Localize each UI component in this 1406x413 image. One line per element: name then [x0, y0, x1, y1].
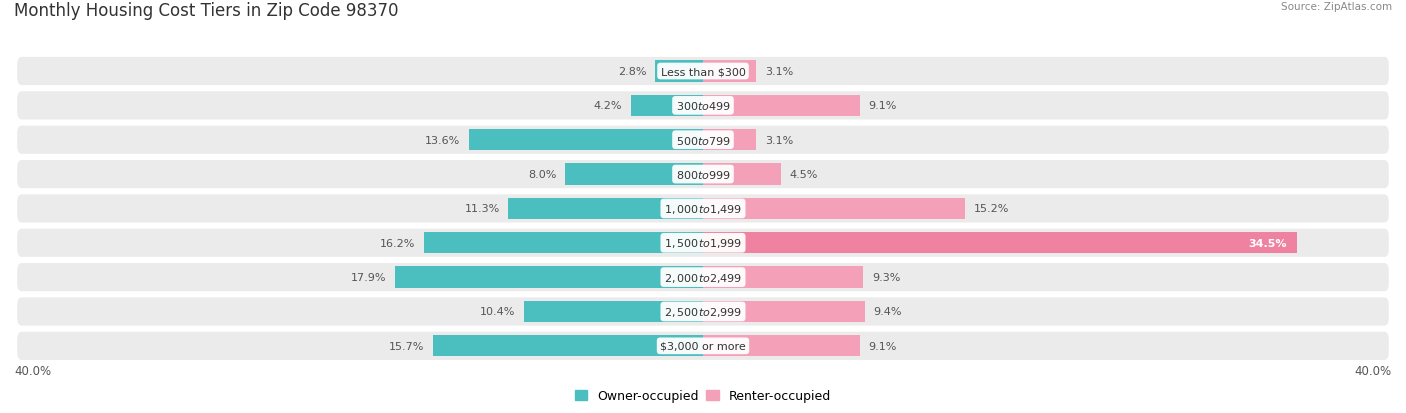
Text: 4.2%: 4.2% — [593, 101, 621, 111]
Text: $2,000 to $2,499: $2,000 to $2,499 — [664, 271, 742, 284]
Bar — [468, 130, 703, 151]
Text: 40.0%: 40.0% — [1355, 364, 1392, 377]
Text: 13.6%: 13.6% — [425, 135, 460, 145]
Text: 3.1%: 3.1% — [765, 67, 793, 77]
Text: $2,500 to $2,999: $2,500 to $2,999 — [664, 305, 742, 318]
Text: 9.4%: 9.4% — [873, 307, 903, 317]
Text: 11.3%: 11.3% — [464, 204, 499, 214]
Text: $3,000 or more: $3,000 or more — [661, 341, 745, 351]
Text: 40.0%: 40.0% — [14, 364, 51, 377]
Bar — [703, 164, 780, 185]
Text: $1,500 to $1,999: $1,500 to $1,999 — [664, 237, 742, 250]
Text: 2.8%: 2.8% — [617, 67, 647, 77]
Bar — [565, 164, 703, 185]
Text: 8.0%: 8.0% — [529, 170, 557, 180]
Text: Monthly Housing Cost Tiers in Zip Code 98370: Monthly Housing Cost Tiers in Zip Code 9… — [14, 2, 398, 20]
FancyBboxPatch shape — [17, 58, 1389, 86]
FancyBboxPatch shape — [17, 263, 1389, 292]
Bar — [425, 233, 703, 254]
FancyBboxPatch shape — [17, 195, 1389, 223]
Bar — [703, 301, 865, 323]
Bar — [655, 61, 703, 83]
FancyBboxPatch shape — [17, 92, 1389, 120]
Bar — [703, 130, 756, 151]
Text: 15.2%: 15.2% — [973, 204, 1008, 214]
Bar — [703, 233, 1298, 254]
Text: 4.5%: 4.5% — [789, 170, 817, 180]
Legend: Owner-occupied, Renter-occupied: Owner-occupied, Renter-occupied — [569, 385, 837, 407]
Bar — [433, 335, 703, 356]
Bar — [509, 198, 703, 220]
Text: 34.5%: 34.5% — [1249, 238, 1286, 248]
Bar — [395, 267, 703, 288]
FancyBboxPatch shape — [17, 161, 1389, 189]
Text: Less than $300: Less than $300 — [661, 67, 745, 77]
Bar — [524, 301, 703, 323]
Text: $1,000 to $1,499: $1,000 to $1,499 — [664, 202, 742, 216]
Text: $500 to $799: $500 to $799 — [675, 134, 731, 146]
Text: 9.1%: 9.1% — [869, 101, 897, 111]
Bar — [703, 95, 859, 117]
Text: 10.4%: 10.4% — [479, 307, 515, 317]
Text: $300 to $499: $300 to $499 — [675, 100, 731, 112]
FancyBboxPatch shape — [17, 298, 1389, 326]
Text: Source: ZipAtlas.com: Source: ZipAtlas.com — [1281, 2, 1392, 12]
FancyBboxPatch shape — [17, 332, 1389, 360]
FancyBboxPatch shape — [17, 126, 1389, 154]
Text: 9.3%: 9.3% — [872, 273, 900, 282]
FancyBboxPatch shape — [17, 229, 1389, 257]
Bar — [631, 95, 703, 117]
Bar — [703, 335, 859, 356]
Bar — [703, 198, 965, 220]
Text: $800 to $999: $800 to $999 — [675, 169, 731, 180]
Bar — [703, 61, 756, 83]
Text: 9.1%: 9.1% — [869, 341, 897, 351]
Text: 16.2%: 16.2% — [380, 238, 415, 248]
Bar — [703, 267, 863, 288]
Text: 3.1%: 3.1% — [765, 135, 793, 145]
Text: 15.7%: 15.7% — [388, 341, 425, 351]
Text: 17.9%: 17.9% — [350, 273, 387, 282]
